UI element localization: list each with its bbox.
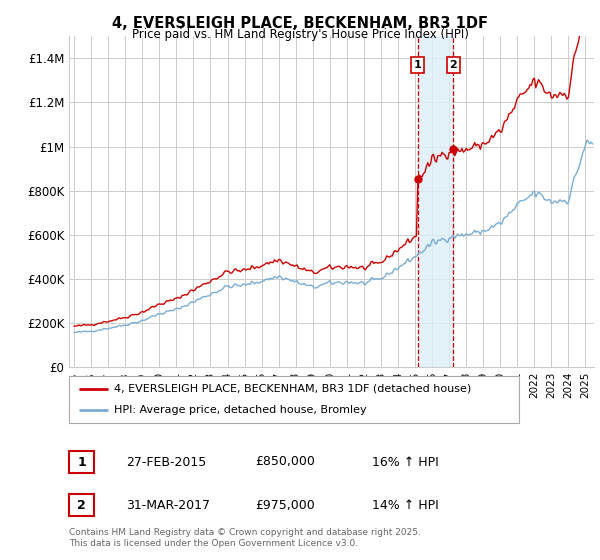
Text: Price paid vs. HM Land Registry's House Price Index (HPI): Price paid vs. HM Land Registry's House …	[131, 28, 469, 41]
Bar	[418, 36, 454, 367]
Text: £850,000: £850,000	[255, 455, 315, 469]
Text: 4, EVERSLEIGH PLACE, BECKENHAM, BR3 1DF: 4, EVERSLEIGH PLACE, BECKENHAM, BR3 1DF	[112, 16, 488, 31]
Text: 27-FEB-2015: 27-FEB-2015	[126, 455, 206, 469]
Text: 2: 2	[77, 498, 86, 512]
Text: £975,000: £975,000	[255, 498, 315, 512]
Text: 4, EVERSLEIGH PLACE, BECKENHAM, BR3 1DF (detached house): 4, EVERSLEIGH PLACE, BECKENHAM, BR3 1DF …	[114, 384, 471, 394]
Text: 1: 1	[77, 455, 86, 469]
Text: HPI: Average price, detached house, Bromley: HPI: Average price, detached house, Brom…	[114, 405, 367, 416]
Text: Contains HM Land Registry data © Crown copyright and database right 2025.
This d: Contains HM Land Registry data © Crown c…	[69, 528, 421, 548]
Text: 2: 2	[449, 60, 457, 70]
Text: 1: 1	[414, 60, 421, 70]
Text: 16% ↑ HPI: 16% ↑ HPI	[372, 455, 439, 469]
Text: 31-MAR-2017: 31-MAR-2017	[126, 498, 210, 512]
Text: 14% ↑ HPI: 14% ↑ HPI	[372, 498, 439, 512]
